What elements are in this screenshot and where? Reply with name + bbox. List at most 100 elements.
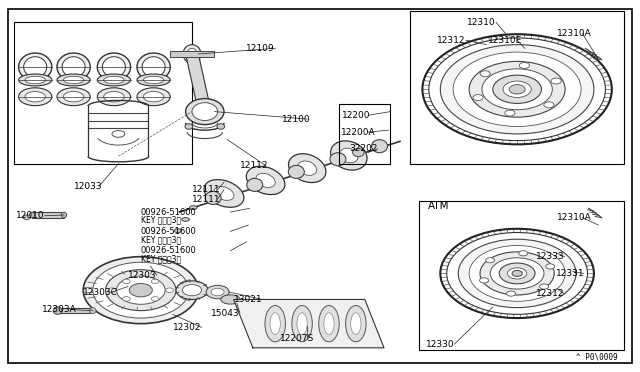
Ellipse shape — [19, 88, 52, 106]
Circle shape — [453, 52, 581, 126]
Circle shape — [458, 239, 576, 308]
Bar — [410, 11, 624, 164]
Ellipse shape — [187, 48, 197, 60]
Ellipse shape — [183, 45, 201, 63]
Ellipse shape — [205, 191, 221, 205]
Ellipse shape — [63, 76, 84, 84]
Ellipse shape — [214, 186, 234, 201]
Text: 12302: 12302 — [173, 323, 202, 332]
Ellipse shape — [19, 74, 52, 86]
Circle shape — [108, 288, 116, 292]
Text: 12200: 12200 — [342, 111, 371, 120]
Bar — [58, 308, 90, 313]
Ellipse shape — [330, 153, 346, 166]
Text: 12310: 12310 — [467, 18, 496, 27]
Ellipse shape — [62, 57, 85, 77]
Ellipse shape — [297, 313, 307, 334]
Ellipse shape — [186, 99, 224, 125]
Text: 12207S: 12207S — [280, 334, 315, 343]
Text: ^ P0\0009: ^ P0\0009 — [576, 353, 618, 362]
Text: 32202: 32202 — [349, 144, 377, 153]
Text: 12330: 12330 — [426, 340, 454, 349]
Text: 12033: 12033 — [74, 182, 102, 190]
Text: 12310A: 12310A — [557, 213, 591, 222]
Ellipse shape — [247, 179, 263, 191]
Circle shape — [447, 232, 588, 314]
Polygon shape — [234, 299, 384, 348]
Ellipse shape — [270, 313, 280, 334]
Ellipse shape — [57, 88, 90, 106]
Circle shape — [106, 270, 176, 311]
Ellipse shape — [137, 53, 170, 81]
Ellipse shape — [351, 313, 361, 334]
Text: 12303A: 12303A — [42, 305, 76, 314]
Ellipse shape — [340, 148, 358, 163]
Text: 12111: 12111 — [192, 195, 221, 203]
Ellipse shape — [53, 307, 62, 314]
Circle shape — [176, 281, 208, 299]
Ellipse shape — [143, 76, 164, 84]
Ellipse shape — [24, 57, 47, 77]
Ellipse shape — [57, 74, 90, 86]
Circle shape — [166, 288, 173, 292]
Ellipse shape — [112, 131, 125, 137]
Circle shape — [551, 78, 561, 84]
Text: 12312: 12312 — [536, 289, 565, 298]
Ellipse shape — [217, 124, 225, 129]
Text: 12303C: 12303C — [83, 288, 118, 296]
Ellipse shape — [63, 92, 84, 102]
Circle shape — [482, 69, 552, 110]
Text: 12112: 12112 — [240, 161, 269, 170]
Bar — [14, 22, 192, 164]
Circle shape — [486, 258, 495, 263]
Polygon shape — [186, 54, 211, 112]
Circle shape — [479, 278, 488, 283]
Text: 12303: 12303 — [128, 271, 157, 280]
Circle shape — [506, 291, 515, 296]
Text: 00926-51600: 00926-51600 — [141, 208, 196, 217]
Text: 12010: 12010 — [16, 211, 45, 220]
Circle shape — [129, 283, 152, 297]
Circle shape — [546, 264, 555, 269]
Circle shape — [123, 296, 131, 301]
Circle shape — [508, 268, 527, 279]
Circle shape — [469, 61, 565, 117]
Circle shape — [429, 38, 605, 141]
Ellipse shape — [330, 141, 367, 170]
Circle shape — [182, 285, 202, 296]
Ellipse shape — [90, 308, 96, 314]
Text: ATM: ATM — [428, 202, 449, 211]
Ellipse shape — [137, 88, 170, 106]
Bar — [419, 201, 624, 350]
Ellipse shape — [289, 154, 326, 183]
Circle shape — [544, 102, 554, 108]
Text: 12111: 12111 — [192, 185, 221, 194]
Ellipse shape — [143, 92, 164, 102]
Circle shape — [123, 279, 131, 284]
Ellipse shape — [265, 305, 285, 342]
Ellipse shape — [204, 180, 244, 207]
Circle shape — [440, 45, 594, 134]
Text: KEY キ－〈3〉: KEY キ－〈3〉 — [141, 216, 181, 225]
Circle shape — [493, 75, 541, 103]
Ellipse shape — [61, 212, 67, 218]
Circle shape — [540, 284, 548, 289]
Ellipse shape — [346, 305, 366, 342]
Circle shape — [480, 71, 490, 77]
Ellipse shape — [97, 53, 131, 81]
Ellipse shape — [97, 74, 131, 86]
Bar — [170, 51, 214, 57]
Ellipse shape — [104, 92, 124, 102]
Text: 12310E: 12310E — [488, 36, 522, 45]
Ellipse shape — [142, 57, 165, 77]
Ellipse shape — [319, 305, 339, 342]
Ellipse shape — [256, 173, 275, 187]
Text: 12333: 12333 — [536, 252, 565, 261]
Circle shape — [499, 263, 535, 284]
Circle shape — [116, 276, 165, 304]
Text: 12310A: 12310A — [557, 29, 591, 38]
Ellipse shape — [292, 305, 312, 342]
Circle shape — [503, 81, 531, 97]
Ellipse shape — [25, 92, 45, 102]
Circle shape — [480, 252, 554, 295]
